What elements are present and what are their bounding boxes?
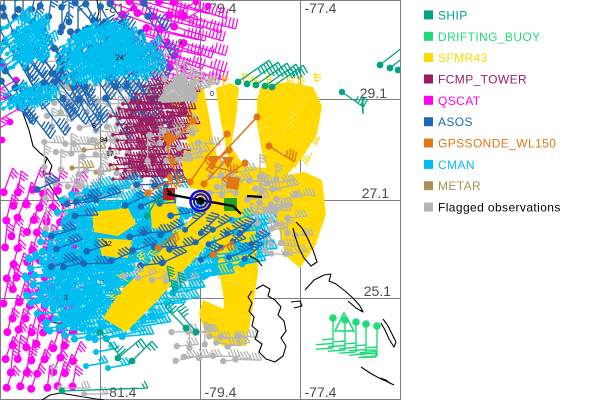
svg-text:25.1: 25.1 [364, 283, 391, 299]
svg-text:12: 12 [104, 241, 112, 248]
svg-text:94: 94 [100, 137, 108, 144]
svg-text:6: 6 [178, 39, 182, 46]
svg-text:8: 8 [92, 123, 96, 130]
svg-text:DRIFTING_BUOY: DRIFTING_BUOY [438, 30, 541, 44]
svg-text:0: 0 [210, 91, 214, 98]
svg-text:-77.4: -77.4 [305, 0, 337, 16]
svg-text:FCMP_TOWER: FCMP_TOWER [438, 73, 527, 87]
svg-text:29.1: 29.1 [360, 85, 387, 101]
svg-text:METAR: METAR [438, 179, 481, 193]
svg-text:CMAN: CMAN [438, 158, 475, 172]
svg-text:3: 3 [64, 295, 68, 302]
svg-text:-79.4: -79.4 [205, 384, 237, 400]
svg-text:ASOS: ASOS [438, 115, 473, 129]
svg-text:24: 24 [116, 55, 124, 62]
svg-text:17: 17 [106, 151, 114, 158]
svg-text:Flagged observations: Flagged observations [438, 201, 561, 215]
svg-text:27.1: 27.1 [362, 185, 389, 201]
svg-text:QSCAT: QSCAT [438, 94, 481, 108]
svg-text:-77.4: -77.4 [305, 384, 337, 400]
svg-text:SFMR43: SFMR43 [438, 51, 488, 65]
svg-text:SHIP: SHIP [438, 8, 468, 22]
svg-text:GPSSONDE_WL150: GPSSONDE_WL150 [438, 137, 556, 151]
svg-text:-81.4: -81.4 [105, 384, 137, 400]
